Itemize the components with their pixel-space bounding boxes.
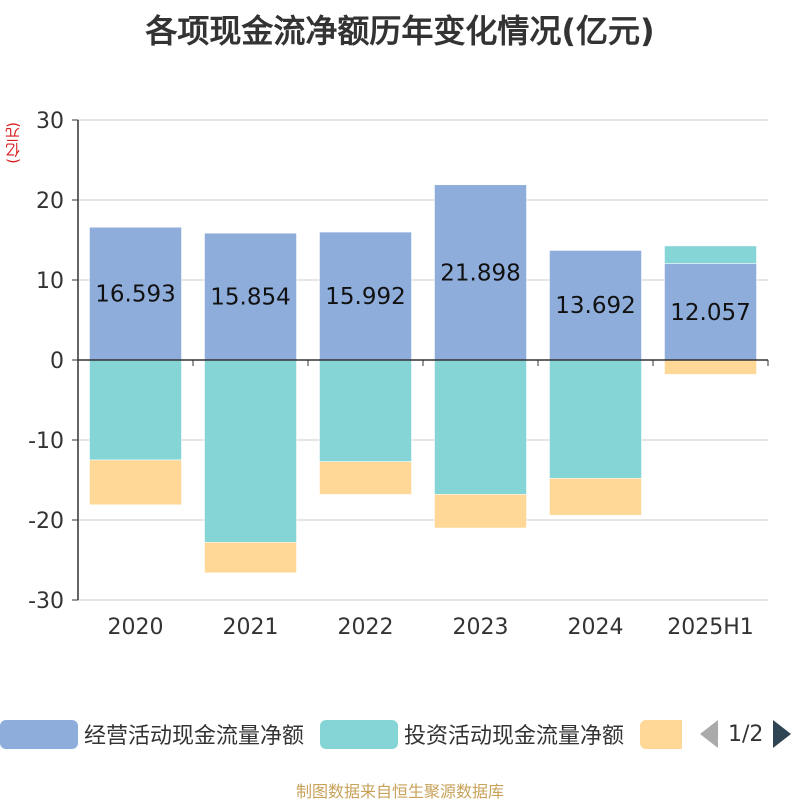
x-tick-label: 2025H1 bbox=[667, 615, 754, 640]
y-tick-label: 0 bbox=[50, 349, 64, 374]
y-tick-label: 20 bbox=[36, 189, 64, 214]
legend-swatch-operating bbox=[0, 719, 78, 749]
bar-series1[interactable] bbox=[319, 231, 412, 361]
bar-series3[interactable] bbox=[319, 461, 412, 495]
legend-page-indicator: 1/2 bbox=[728, 721, 764, 747]
bar-series1[interactable] bbox=[204, 232, 297, 361]
x-tick-label: 2021 bbox=[223, 615, 279, 640]
bar-series3[interactable] bbox=[549, 478, 642, 516]
bar-series2[interactable] bbox=[434, 359, 527, 495]
y-tick-label: -30 bbox=[28, 589, 64, 614]
chevron-right-icon[interactable] bbox=[773, 720, 792, 748]
bar-series3[interactable] bbox=[664, 359, 757, 375]
legend-item-third[interactable] bbox=[640, 712, 682, 756]
data-label: 16.593 bbox=[95, 282, 175, 308]
data-label: 15.992 bbox=[325, 284, 405, 310]
bar-series3[interactable] bbox=[434, 494, 527, 529]
legend-pager: 1/2 bbox=[700, 712, 792, 756]
bar-series2[interactable] bbox=[204, 359, 297, 543]
x-tick-label: 2022 bbox=[338, 615, 394, 640]
x-tick-label: 2020 bbox=[108, 615, 164, 640]
legend-swatch-investing bbox=[320, 719, 398, 749]
y-tick-label: -20 bbox=[28, 509, 64, 534]
bar-series2[interactable] bbox=[549, 359, 642, 479]
bar-series1[interactable] bbox=[434, 184, 527, 361]
bar-series2[interactable] bbox=[319, 359, 412, 462]
y-tick-label: -10 bbox=[28, 429, 64, 454]
x-tick-label: 2024 bbox=[568, 615, 624, 640]
bar-series3[interactable] bbox=[89, 459, 182, 506]
legend: 经营活动现金流量净额 投资活动现金流量净额 1/2 bbox=[0, 712, 800, 756]
bar-series3[interactable] bbox=[204, 542, 297, 574]
data-label: 12.057 bbox=[670, 300, 750, 326]
bar-series1[interactable] bbox=[549, 250, 642, 361]
source-footer: 制图数据来自恒生聚源数据库 bbox=[295, 782, 504, 801]
y-tick-label: 30 bbox=[36, 109, 64, 134]
bar-series1[interactable] bbox=[89, 227, 182, 361]
legend-item-operating[interactable]: 经营活动现金流量净额 bbox=[0, 712, 304, 756]
chart-title: 各项现金流净额历年变化情况(亿元) bbox=[145, 12, 655, 50]
legend-swatch-third bbox=[640, 719, 682, 749]
data-label: 21.898 bbox=[440, 260, 520, 286]
bar-series2[interactable] bbox=[664, 245, 757, 264]
legend-label-investing: 投资活动现金流量净额 bbox=[404, 724, 625, 749]
y-tick-label: 10 bbox=[36, 269, 64, 294]
data-label: 13.692 bbox=[555, 293, 635, 319]
legend-label-operating: 经营活动现金流量净额 bbox=[84, 724, 305, 749]
bar-chart: 30 20 10 0 -10 -20 -30 16.593 2020 15.854 2021 15.9… bbox=[28, 109, 769, 640]
bar-series1[interactable] bbox=[664, 263, 757, 361]
bar-series2[interactable] bbox=[89, 359, 182, 461]
x-tick-label: 2023 bbox=[453, 615, 509, 640]
legend-item-investing[interactable]: 投资活动现金流量净额 bbox=[320, 712, 624, 756]
data-label: 15.854 bbox=[210, 285, 290, 311]
chevron-left-icon[interactable] bbox=[700, 720, 718, 748]
